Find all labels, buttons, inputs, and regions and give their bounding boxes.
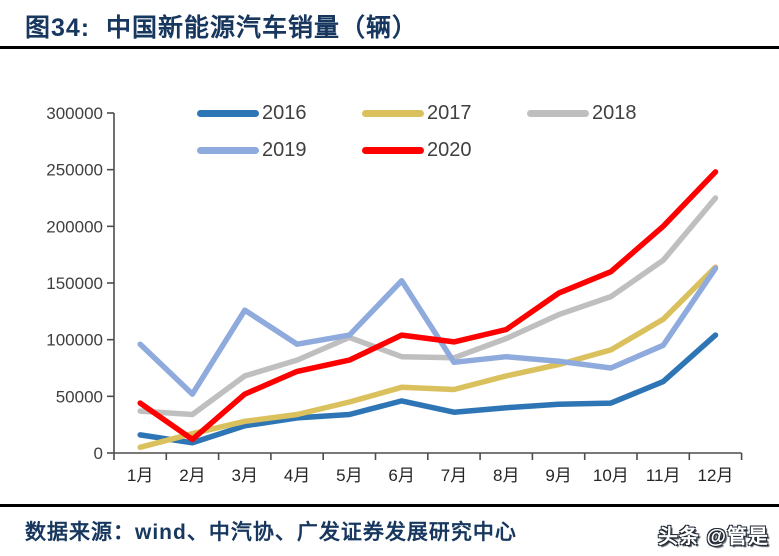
legend-label-2019: 2019 [262,139,307,161]
y-tick-label: 300000 [46,104,103,123]
x-tick-label: 9月 [545,466,571,485]
x-tick-label: 3月 [232,466,258,485]
y-tick-label: 250000 [46,161,103,180]
y-tick-label: 0 [94,444,103,463]
x-tick-label: 12月 [697,466,733,485]
chart-canvas: 0 50000 100000 150000 200000 250000 300000 1月 2月… [46,104,743,485]
series-line-2020 [137,169,719,443]
figure-title: 图34: 中国新能源汽车销量（辆） [25,14,419,42]
legend-label-2016: 2016 [262,102,307,124]
line-chart: 0 50000 100000 150000 200000 250000 300000 1月 2月… [0,47,779,497]
y-tick-label: 50000 [56,387,103,406]
footer-divider [0,504,779,507]
x-tick-label: 5月 [336,466,362,485]
legend-item-2016: 2016 [197,102,362,124]
legend-label-2017: 2017 [427,102,472,124]
watermark: 头条 @管是 [657,526,769,548]
legend-swatch-2018 [527,110,589,117]
y-tick-label: 150000 [46,274,103,293]
x-tick-label: 4月 [284,466,310,485]
x-tick-label: 11月 [646,466,681,485]
legend-swatch-2020 [362,147,424,154]
x-tick-label: 6月 [388,466,414,485]
x-tick-label: 2月 [179,466,205,485]
series-line-2017 [137,264,719,451]
legend-item-2019: 2019 [197,139,362,161]
legend-swatch-2016 [197,110,259,117]
series-line-2018 [137,195,719,418]
series-line-2019 [137,265,719,397]
y-tick-label: 200000 [46,217,103,236]
series-line-2016 [137,332,719,446]
x-tick-label: 8月 [493,466,519,485]
title-divider [0,46,779,49]
legend-swatch-2019 [197,147,259,154]
chart-legend: 2016 2017 2018 2019 2020 [197,102,692,161]
legend-item-2017: 2017 [362,102,527,124]
legend-label-2018: 2018 [592,102,637,124]
data-source: 数据来源：wind、中汽协、广发证券发展研究中心 [25,521,517,544]
x-tick-label: 7月 [441,466,467,485]
y-tick-label: 100000 [46,331,103,350]
legend-label-2020: 2020 [427,139,472,161]
legend-swatch-2017 [362,110,424,117]
x-tick-label: 10月 [593,466,629,485]
legend-item-2020: 2020 [362,139,527,161]
x-tick-label: 1月 [127,466,153,485]
legend-item-2018: 2018 [527,102,692,124]
